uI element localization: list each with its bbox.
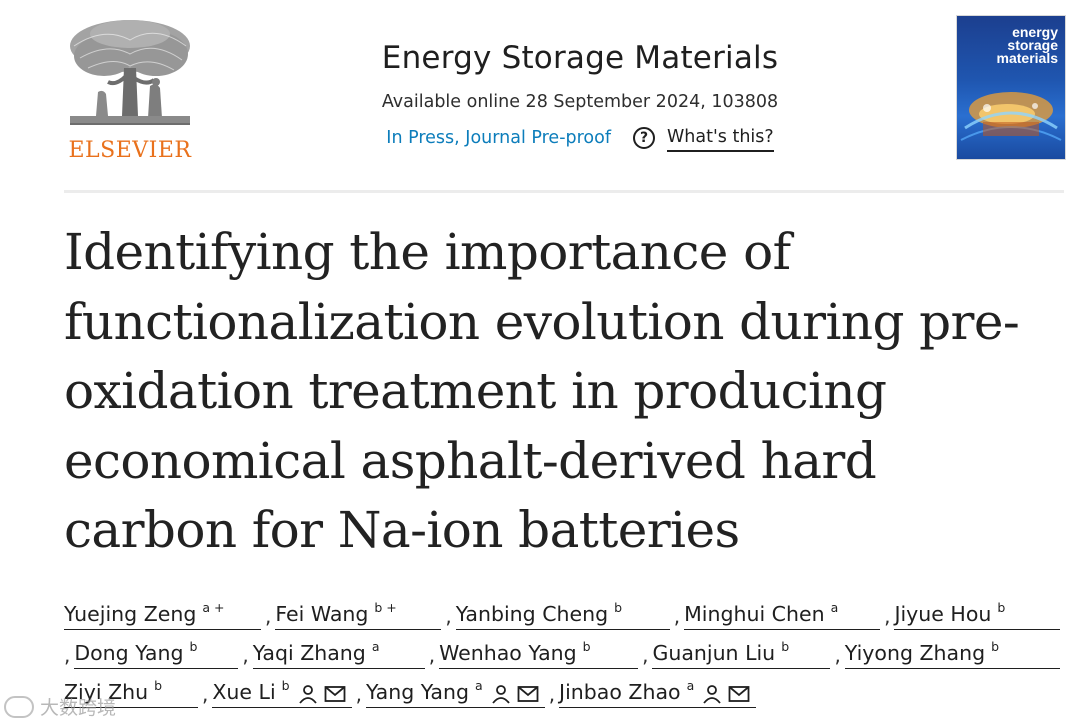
author-separator: ,: [834, 643, 841, 667]
author-link[interactable]: Jinbao Zhao a: [559, 678, 757, 708]
author-affiliation: b +: [374, 600, 397, 615]
author-name: Minghui Chen: [684, 602, 825, 626]
elsevier-wordmark: ELSEVIER: [68, 138, 192, 163]
author-link[interactable]: Yanbing Cheng b: [455, 600, 670, 630]
author-separator: ,: [428, 643, 436, 667]
author-link[interactable]: Yiyong Zhang b: [844, 639, 1060, 669]
author-contact-icons: [702, 684, 750, 704]
author-name: Xue Li: [212, 680, 276, 704]
author-link[interactable]: Guanjun Liu b: [652, 639, 831, 669]
author-separator: ,: [355, 682, 362, 706]
author-row: Ziyi Zhu b , Xue Li b , Yang Yang a: [64, 669, 1064, 708]
person-icon: [298, 685, 317, 704]
author-affiliation: a: [686, 678, 695, 693]
article-status: In Press, Journal Pre-proof ? What's thi…: [300, 124, 860, 152]
author-name: Guanjun Liu: [652, 641, 776, 665]
author-affiliation: b: [189, 639, 198, 654]
author-name: Ziyi Zhu: [64, 680, 149, 704]
author-name: Wenhao Yang: [439, 641, 577, 665]
journal-cover-image[interactable]: energy storage materials: [957, 16, 1065, 159]
author-name: Yang Yang: [365, 680, 470, 704]
envelope-icon: [517, 686, 539, 702]
envelope-icon: [324, 686, 345, 702]
author-contact-icons: [298, 684, 346, 704]
author-link[interactable]: Wenhao Yang b: [439, 639, 639, 669]
author-separator: ,: [242, 643, 249, 667]
author-name: Yaqi Zhang: [252, 641, 366, 665]
author-link[interactable]: Yang Yang a: [365, 678, 545, 708]
author-affiliation: b: [997, 600, 1006, 615]
watermark: 大数跨境: [4, 693, 116, 720]
author-row: Yuejing Zeng a + , Fei Wang b + , Yanbin…: [64, 591, 1064, 630]
author-separator: ,: [64, 643, 71, 667]
author-link[interactable]: Dong Yang b: [74, 639, 239, 669]
author-affiliation: b: [582, 639, 591, 654]
author-name: Jiyue Hou: [894, 602, 992, 626]
author-affiliation: b: [991, 639, 1000, 654]
author-affiliation: b: [781, 639, 790, 654]
cover-title-line: materials: [996, 50, 1058, 66]
whats-this-label: What's this?: [667, 124, 774, 152]
article-title: Identifying the importance of functional…: [64, 223, 1020, 559]
watermark-logo-icon: [4, 695, 34, 718]
author-affiliation: b: [154, 678, 163, 693]
author-list: Yuejing Zeng a + , Fei Wang b + , Yanbin…: [64, 591, 1064, 708]
author-affiliation: b: [281, 678, 290, 693]
author-separator: ,: [884, 604, 891, 628]
cover-title-line: storage: [1007, 37, 1058, 53]
cover-title-line: energy: [1012, 24, 1058, 40]
author-separator: ,: [673, 604, 681, 628]
person-icon: [491, 685, 510, 704]
author-name: Yuejing Zeng: [64, 602, 197, 626]
author-link[interactable]: Xue Li b: [212, 678, 352, 708]
in-press-link[interactable]: In Press, Journal Pre-proof: [386, 128, 611, 148]
author-name: Dong Yang: [74, 641, 184, 665]
author-name: Fei Wang: [275, 602, 369, 626]
author-affiliation: b: [614, 600, 623, 615]
question-icon: ?: [633, 127, 655, 149]
author-link[interactable]: Jiyue Hou b: [894, 600, 1060, 630]
author-row: , Dong Yang b , Yaqi Zhang a , Wenhao Ya…: [64, 630, 1064, 669]
author-separator: ,: [202, 682, 209, 706]
journal-info: Energy Storage Materials Available onlin…: [300, 36, 860, 152]
author-link[interactable]: Ziyi Zhu b: [64, 678, 198, 708]
journal-name[interactable]: Energy Storage Materials: [381, 40, 779, 76]
author-name: Yanbing Cheng: [455, 602, 609, 626]
cover-title: energy storage materials: [962, 24, 1058, 66]
elsevier-logo[interactable]: ELSEVIER: [64, 16, 196, 166]
author-affiliation: a: [371, 639, 380, 654]
person-icon: [703, 685, 721, 704]
author-link[interactable]: Yuejing Zeng a +: [64, 600, 261, 630]
author-affiliation: a: [475, 678, 483, 693]
author-link[interactable]: Minghui Chen a: [684, 600, 881, 630]
elsevier-tree-icon: [64, 16, 196, 134]
cover-artwork-icon: [960, 92, 1062, 141]
author-name: Jinbao Zhao: [559, 680, 681, 704]
author-separator: ,: [265, 604, 272, 628]
author-contact-icons: [491, 684, 539, 704]
author-separator: ,: [642, 643, 649, 667]
watermark-text: 大数跨境: [40, 697, 117, 719]
author-separator: ,: [548, 682, 556, 706]
available-online-date: Available online 28 September 2024, 1038…: [381, 92, 779, 112]
author-affiliation: a +: [202, 600, 225, 615]
author-link[interactable]: Fei Wang b +: [275, 600, 442, 630]
author-link[interactable]: Yaqi Zhang a: [252, 639, 425, 669]
whats-this-button[interactable]: ? What's this?: [633, 124, 774, 152]
header-divider: [64, 190, 1064, 193]
envelope-icon: [728, 686, 750, 702]
author-separator: ,: [445, 604, 452, 628]
author-name: Yiyong Zhang: [844, 641, 986, 665]
author-affiliation: a: [830, 600, 839, 615]
